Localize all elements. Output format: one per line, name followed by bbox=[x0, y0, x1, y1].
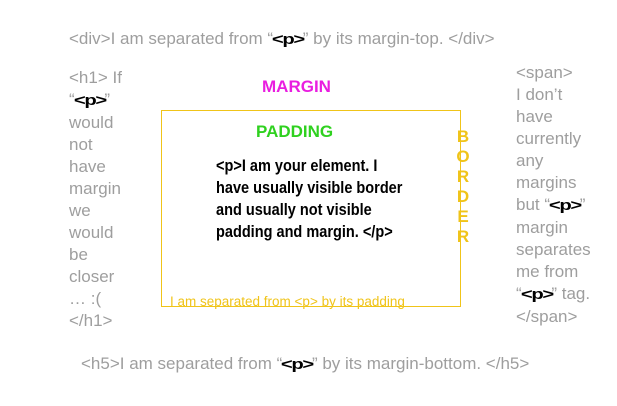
margin-label: MARGIN bbox=[262, 77, 331, 96]
h1-note-line: “<p>” bbox=[69, 89, 139, 112]
span-note-line: I don’t bbox=[516, 85, 563, 104]
border-letter: D bbox=[456, 187, 470, 206]
span-note-line: me from bbox=[516, 262, 579, 281]
but-quote-close: ” bbox=[579, 195, 586, 214]
h5-note-text-start: <h5>I am separated from “ bbox=[81, 354, 283, 373]
element-border-box bbox=[161, 110, 461, 307]
padding-note: I am separated from <p> by its padding bbox=[170, 294, 405, 309]
border-letter: B bbox=[456, 127, 470, 146]
border-letter: E bbox=[457, 207, 469, 226]
h1-note-line: </h1> bbox=[69, 311, 113, 330]
element-line: padding and margin. </p> bbox=[216, 223, 393, 241]
p-tag-glyph: <p> bbox=[281, 356, 314, 373]
span-note-line: have bbox=[516, 107, 553, 126]
element-line: and usually not visible bbox=[216, 201, 372, 219]
border-letter: R bbox=[456, 227, 470, 246]
span-note-line: but “<p>” bbox=[516, 194, 611, 217]
element-line: have usually visible border bbox=[216, 179, 403, 197]
tag-quote-open: “ bbox=[516, 284, 522, 303]
h1-note-line: we bbox=[69, 201, 91, 220]
span-note-line: <span> bbox=[516, 63, 573, 82]
element-content: <p>I am your element. I have usually vis… bbox=[216, 155, 405, 243]
but-quote-open: but “ bbox=[516, 195, 551, 214]
tag-quote-close: ” tag. bbox=[551, 284, 591, 303]
h1-note-line: margin bbox=[69, 179, 121, 198]
border-label: B O R D E R bbox=[455, 127, 471, 247]
p-tag-glyph: <p> bbox=[73, 92, 107, 109]
span-note-line: margin bbox=[516, 218, 568, 237]
div-margin-top-note: <div>I am separated from “<p>” by its ma… bbox=[69, 28, 495, 51]
border-letter: R bbox=[456, 167, 470, 186]
p-tag-glyph: <p> bbox=[548, 197, 582, 214]
element-line: <p>I am your element. I bbox=[216, 157, 378, 175]
h1-note-line: closer bbox=[69, 267, 115, 286]
padding-label: PADDING bbox=[256, 122, 334, 141]
border-letter: O bbox=[456, 147, 470, 166]
span-margin-note: <span> I don’t have currently any margin… bbox=[516, 62, 611, 328]
span-note-line: separates bbox=[516, 240, 591, 259]
h1-note-line: would bbox=[69, 223, 114, 242]
h5-note-text-end: ” by its margin-bottom. </h5> bbox=[311, 354, 530, 373]
span-note-line: currently bbox=[516, 129, 582, 148]
quote-open: “ bbox=[69, 90, 75, 109]
span-note-line: margins bbox=[516, 173, 577, 192]
div-note-text-start: <div>I am separated from “ bbox=[69, 29, 274, 48]
h1-note-line: would bbox=[69, 113, 114, 132]
h1-note-line: not bbox=[69, 135, 93, 154]
span-note-line: “<p>” tag. bbox=[516, 283, 611, 306]
h1-margin-note: <h1> If “<p>” would not have margin we w… bbox=[69, 67, 139, 332]
div-note-text-end: ” by its margin-top. </div> bbox=[302, 29, 495, 48]
h5-margin-bottom-note: <h5>I am separated from “<p>” by its mar… bbox=[81, 353, 529, 376]
p-tag-glyph: <p> bbox=[520, 286, 554, 303]
quote-close: ” bbox=[104, 90, 111, 109]
h1-note-line: … :( bbox=[69, 289, 102, 308]
h1-note-line: <h1> If bbox=[69, 68, 122, 87]
h1-note-line: be bbox=[69, 245, 88, 264]
h1-note-line: have bbox=[69, 157, 106, 176]
span-note-line: </span> bbox=[516, 307, 578, 326]
span-note-line: any bbox=[516, 151, 544, 170]
p-tag-glyph: <p> bbox=[271, 31, 305, 48]
